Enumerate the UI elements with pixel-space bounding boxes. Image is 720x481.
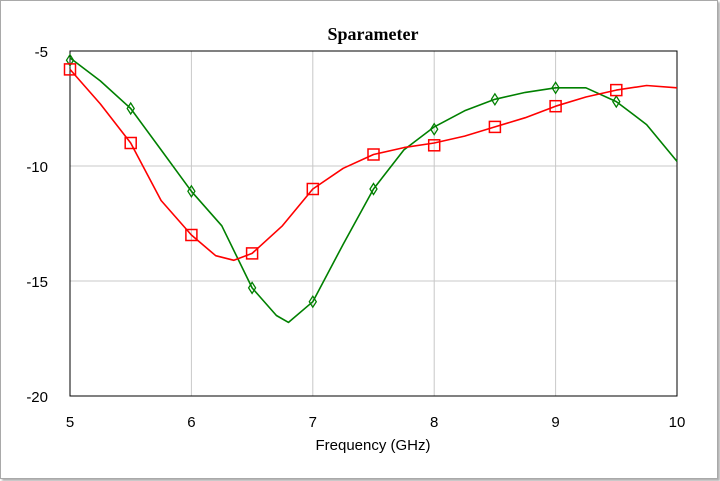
series-1-marker: [247, 281, 257, 295]
series-1-marker: [187, 184, 196, 199]
series-line-2: [69, 68, 678, 262]
x-tick-label: 7: [309, 414, 317, 431]
series-1-marker: [308, 294, 318, 309]
series-2-marker: [63, 63, 77, 76]
series-2-marker: [427, 139, 441, 152]
x-tick-label: 5: [66, 414, 74, 431]
y-tick-label: -15: [26, 274, 48, 291]
series-group: [63, 53, 678, 324]
series-2-marker: [185, 228, 198, 242]
series-2-marker: [610, 83, 623, 97]
series-1-marker: [551, 81, 560, 95]
series-line-1: [69, 57, 678, 324]
series-1-marker: [612, 94, 621, 109]
y-tick-label: -20: [26, 389, 48, 406]
grid: [69, 50, 678, 397]
x-axis-label: Frequency (GHz): [315, 437, 430, 454]
series-1-marker: [369, 182, 378, 196]
series-2-marker: [549, 99, 562, 113]
tick-labels: 5 6 7 8 9 10 -5 -10 -15 -20: [26, 44, 685, 431]
x-tick-label: 8: [430, 414, 438, 431]
series-2-marker: [306, 182, 320, 196]
chart-title: Sparameter: [328, 24, 419, 44]
series-2-marker: [367, 148, 380, 161]
y-tick-label: -10: [26, 159, 48, 176]
y-tick-label: -5: [35, 44, 48, 61]
series-1-marker: [490, 92, 500, 107]
series-2-marker: [488, 120, 502, 134]
series-2-marker: [124, 136, 137, 150]
series-1-marker: [126, 101, 135, 116]
series-1-marker: [429, 122, 439, 136]
series-1-marker: [65, 53, 75, 67]
x-tick-label: 10: [669, 414, 686, 431]
x-tick-label: 6: [187, 414, 195, 431]
series-2-marker: [245, 247, 259, 260]
plot-area-border: [69, 50, 678, 397]
x-tick-label: 9: [551, 414, 559, 431]
